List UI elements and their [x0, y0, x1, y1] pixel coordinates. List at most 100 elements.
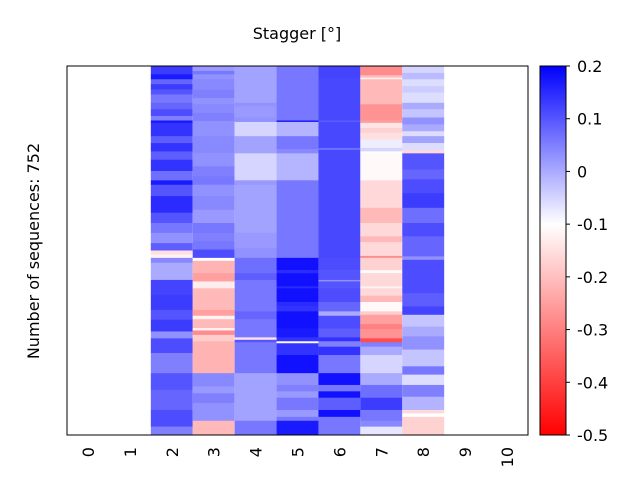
- heatmap-cell-col8-seg31: [402, 396, 445, 411]
- heatmap-cell-col7-seg15: [360, 223, 403, 237]
- heatmap-cell-col7-seg2: [360, 77, 403, 80]
- heatmap-cell-col3-seg3: [192, 79, 235, 90]
- heatmap-cell-col6-seg8: [318, 279, 361, 282]
- heatmap-cell-col3-seg36: [192, 420, 235, 436]
- heatmap-cell-col3-seg27: [192, 319, 235, 329]
- heatmap-cell-col6-seg9: [318, 281, 361, 289]
- heatmap-cell-col2-seg9: [150, 120, 193, 124]
- heatmap-cell-col2-seg4: [150, 89, 193, 95]
- heatmap-cell-col3-seg28: [192, 328, 235, 331]
- heatmap-cell-col3-seg9: [192, 136, 235, 154]
- heatmap-cell-col7-seg5: [360, 120, 403, 124]
- heatmap-cell-col6-seg23: [318, 409, 361, 418]
- heatmap-cell-col2-seg8: [150, 116, 193, 121]
- heatmap-cell-col4-seg14: [234, 279, 277, 312]
- heatmap-cell-col6-seg14: [318, 328, 361, 338]
- heatmap-cell-col8-seg1: [402, 72, 445, 80]
- heatmap-cell-col5-seg23: [276, 397, 319, 411]
- heatmap-cell-col3-seg26: [192, 315, 235, 320]
- heatmap-cell-col2-seg24: [150, 254, 193, 259]
- y-axis-label: Number of sequences: 752: [24, 143, 43, 359]
- heatmap-cell-col3-seg0: [192, 66, 235, 72]
- heatmap-cell-col2-seg7: [150, 109, 193, 117]
- heatmap-cell-col6-seg5: [318, 149, 361, 259]
- heatmap-cell-col7-seg8: [360, 132, 403, 140]
- heatmap-cell-col3-seg7: [192, 112, 235, 122]
- heatmap-cell-col7-seg7: [360, 127, 403, 134]
- heatmap-cell-col2-seg14: [150, 159, 193, 172]
- heatmap-cell-col4-seg6: [234, 136, 277, 154]
- heatmap-cell-col2-seg13: [150, 151, 193, 161]
- x-tick-label-7: 7: [372, 447, 391, 457]
- heatmap-cell-col7-seg11: [360, 151, 403, 154]
- colorbar: [539, 65, 567, 436]
- colorbar-tick-label--0.5: -0.5: [577, 426, 608, 445]
- heatmap-cell-col5-seg11: [276, 288, 319, 303]
- heatmap-cell-col8-seg5: [402, 102, 445, 110]
- heatmap-cell-col7-seg25: [360, 302, 403, 312]
- heatmap-cell-col6-seg2: [318, 120, 361, 123]
- heatmap-cell-col7-seg35: [360, 384, 403, 399]
- x-tick-label-2: 2: [163, 447, 182, 457]
- heatmap-cell-col5-seg12: [276, 302, 319, 307]
- heatmap-cell-col8-seg4: [402, 92, 445, 104]
- heatmap-cell-col7-seg39: [360, 426, 403, 436]
- heatmap-cell-col2-seg27: [150, 279, 193, 295]
- heatmap-cell-col4-seg18: [234, 339, 277, 343]
- heatmap-cell-col7-seg10: [360, 147, 403, 152]
- colorbar-tick-label-0: 0: [577, 162, 587, 181]
- heatmap-cell-col5-seg6: [276, 180, 319, 259]
- heatmap-cell-col5-seg1: [276, 120, 319, 123]
- heatmap-cell-col7-seg29: [360, 329, 403, 339]
- heatmap-cell-col7-seg27: [360, 314, 403, 325]
- heatmap-cell-col7-seg13: [360, 180, 403, 209]
- heatmap-cell-col4-seg13: [234, 273, 277, 281]
- heatmap-cell-col8-seg9: [402, 131, 445, 137]
- heatmap-cell-col8-seg14: [402, 169, 445, 180]
- heatmap-cell-col7-seg26: [360, 311, 403, 316]
- heatmap-cell-col2-seg12: [150, 143, 193, 152]
- heatmap-cell-col3-seg12: [192, 176, 235, 186]
- heatmap-cell-col2-seg34: [150, 373, 193, 391]
- heatmap-cell-col5-seg2: [276, 121, 319, 137]
- heatmap-cell-col8-seg18: [402, 223, 445, 237]
- colorbar-tick-label--0.1: -0.1: [577, 215, 608, 234]
- heatmap-cell-col3-seg2: [192, 74, 235, 80]
- heatmap-cell-col6-seg24: [318, 416, 361, 436]
- heatmap-cell-col7-seg9: [360, 139, 403, 149]
- heatmap-cell-col3-seg31: [192, 341, 235, 374]
- heatmap-cell-col7-seg17: [360, 242, 403, 257]
- heatmap-cell-col7-seg20: [360, 270, 403, 274]
- colorbar-tick-label--0.3: -0.3: [577, 321, 608, 340]
- x-tick-label-0: 0: [79, 447, 98, 457]
- heatmap-cell-col4-seg8: [234, 180, 277, 186]
- heatmap-cell-col8-seg8: [402, 124, 445, 132]
- heatmap-cell-col7-seg28: [360, 324, 403, 330]
- heatmap-cell-col6-seg11: [318, 302, 361, 312]
- heatmap-cell-col2-seg26: [150, 262, 193, 281]
- heatmap-cell-col8-seg16: [402, 193, 445, 209]
- heatmap-cell-col7-seg32: [360, 346, 403, 356]
- heatmap-cell-col5-seg7: [276, 257, 319, 271]
- heatmap-cell-col6-seg7: [318, 270, 361, 281]
- x-tick-labels: 0 1 2 3 4 5 6 7 8 9 10: [79, 447, 517, 467]
- heatmap-cell-col3-seg4: [192, 89, 235, 99]
- heatmap-cell-col5-seg20: [276, 373, 319, 386]
- heatmap-cell-col7-seg30: [360, 338, 403, 343]
- x-tick-label-5: 5: [289, 447, 308, 457]
- heatmap-cell-col7-seg16: [360, 236, 403, 243]
- heatmap-cell-col2-seg2: [150, 79, 193, 85]
- heatmap-cell-col3-seg11: [192, 166, 235, 177]
- heatmap-cell-col5-seg4: [276, 148, 319, 154]
- heatmap-cell-col2-seg15: [150, 171, 193, 181]
- heatmap-cell-col8-seg34: [402, 416, 445, 436]
- heatmap-cell-col8-seg6: [402, 109, 445, 118]
- heatmap-cell-col5-seg19: [276, 355, 319, 374]
- plot-frame: [66, 65, 529, 436]
- colorbar-tick-label-0.1: 0.1: [577, 110, 602, 129]
- heatmap-cell-col7-seg33: [360, 355, 403, 374]
- heatmap-cell-col2-seg31: [150, 331, 193, 339]
- heatmap-cell-col7-seg38: [360, 420, 403, 427]
- heatmap-cell-col2-seg30: [150, 319, 193, 332]
